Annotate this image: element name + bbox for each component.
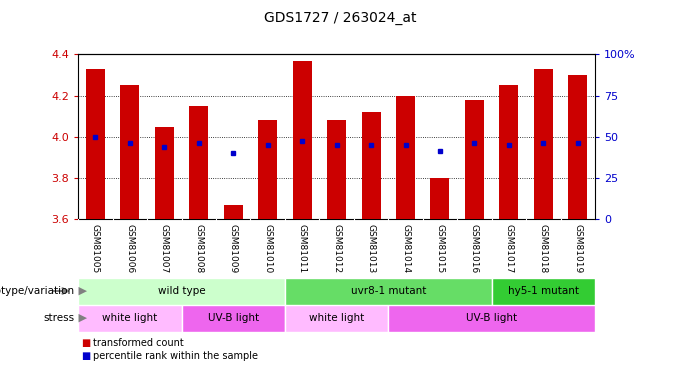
Bar bbox=[285, 278, 492, 304]
Bar bbox=[396, 96, 415, 219]
Text: GSM81017: GSM81017 bbox=[505, 224, 513, 273]
Text: GSM81008: GSM81008 bbox=[194, 224, 203, 273]
Text: white light: white light bbox=[102, 313, 158, 323]
Text: GSM81006: GSM81006 bbox=[125, 224, 135, 273]
Text: wild type: wild type bbox=[158, 286, 205, 296]
Text: ■: ■ bbox=[82, 351, 91, 361]
Text: GSM81014: GSM81014 bbox=[401, 224, 410, 273]
Bar bbox=[258, 120, 277, 219]
Bar bbox=[78, 278, 285, 304]
Text: UV-B light: UV-B light bbox=[207, 313, 259, 323]
Bar bbox=[78, 304, 182, 332]
Bar bbox=[430, 178, 449, 219]
Text: percentile rank within the sample: percentile rank within the sample bbox=[93, 351, 258, 361]
Text: white light: white light bbox=[309, 313, 364, 323]
Text: GSM81019: GSM81019 bbox=[573, 224, 582, 273]
Text: uvr8-1 mutant: uvr8-1 mutant bbox=[351, 286, 426, 296]
Text: GSM81009: GSM81009 bbox=[228, 224, 238, 273]
Text: hy5-1 mutant: hy5-1 mutant bbox=[508, 286, 579, 296]
Text: stress: stress bbox=[44, 313, 75, 323]
Bar bbox=[534, 69, 553, 219]
Bar bbox=[362, 112, 381, 219]
Text: ■: ■ bbox=[82, 338, 91, 348]
Bar bbox=[155, 127, 174, 219]
Text: GDS1727 / 263024_at: GDS1727 / 263024_at bbox=[264, 11, 416, 25]
Text: genotype/variation: genotype/variation bbox=[0, 286, 75, 296]
Bar bbox=[120, 86, 139, 219]
Text: GSM81007: GSM81007 bbox=[160, 224, 169, 273]
Text: GSM81015: GSM81015 bbox=[435, 224, 445, 273]
Text: GSM81011: GSM81011 bbox=[298, 224, 307, 273]
Bar bbox=[86, 69, 105, 219]
Bar bbox=[182, 304, 285, 332]
Bar bbox=[285, 304, 388, 332]
Text: ▶: ▶ bbox=[75, 313, 87, 323]
Text: UV-B light: UV-B light bbox=[466, 313, 517, 323]
Bar bbox=[568, 75, 588, 219]
Text: GSM81013: GSM81013 bbox=[367, 224, 375, 273]
Bar bbox=[492, 278, 595, 304]
Text: transformed count: transformed count bbox=[93, 338, 184, 348]
Bar bbox=[388, 304, 595, 332]
Bar bbox=[189, 106, 208, 219]
Bar bbox=[224, 205, 243, 219]
Bar bbox=[465, 100, 484, 219]
Text: GSM81016: GSM81016 bbox=[470, 224, 479, 273]
Bar bbox=[327, 120, 346, 219]
Text: GSM81018: GSM81018 bbox=[539, 224, 548, 273]
Text: GSM81012: GSM81012 bbox=[332, 224, 341, 273]
Text: GSM81010: GSM81010 bbox=[263, 224, 272, 273]
Bar bbox=[292, 61, 311, 219]
Text: ▶: ▶ bbox=[75, 286, 87, 296]
Text: GSM81005: GSM81005 bbox=[91, 224, 100, 273]
Bar bbox=[499, 86, 518, 219]
